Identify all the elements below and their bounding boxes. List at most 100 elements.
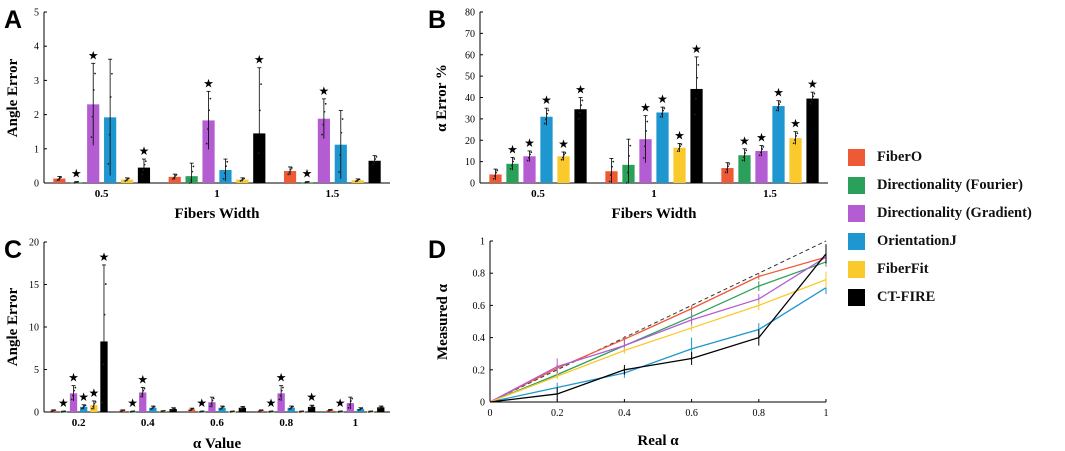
y-axis-label-d: Measured α xyxy=(435,283,451,360)
bar-fibero xyxy=(721,168,734,183)
panel-a: A 0 1 2 3 4 5 Angle Error Fibers Width 0.5 ★ ★ ★ 1 ★ ★ 1… xyxy=(4,6,390,222)
sample-point xyxy=(562,156,564,159)
sample-point xyxy=(222,177,225,180)
x-tick-label: 1.5 xyxy=(763,188,777,200)
bar-orientationj xyxy=(80,406,88,412)
bar-directionality-fourier xyxy=(738,155,751,183)
significance-star: ★ xyxy=(266,396,277,410)
significance-star: ★ xyxy=(756,131,767,145)
legend-item-orientationj: OrientationJ xyxy=(848,227,1063,255)
legend-label: FiberFit xyxy=(877,260,929,277)
sample-point xyxy=(271,410,274,413)
sample-point xyxy=(74,386,77,389)
bar-orientationj xyxy=(287,407,295,412)
sample-point xyxy=(260,83,262,86)
legend-item-fibero: FiberO xyxy=(848,143,1063,171)
sample-point xyxy=(492,177,495,180)
x-tick-label: 1 xyxy=(651,188,657,200)
sample-point xyxy=(745,149,748,152)
sample-point xyxy=(174,174,177,177)
sample-point xyxy=(371,410,374,413)
sample-point xyxy=(323,110,326,113)
sample-point xyxy=(759,151,762,154)
sample-point xyxy=(243,177,246,180)
sample-point xyxy=(141,173,144,176)
sample-point xyxy=(208,109,211,112)
sample-point xyxy=(280,389,283,392)
sample-point xyxy=(302,410,305,413)
sample-point xyxy=(777,106,779,109)
sample-point xyxy=(172,178,174,180)
y-axis-label-a: Angle Error xyxy=(5,58,21,137)
sample-point xyxy=(693,113,696,116)
series-line-fibero xyxy=(489,256,827,403)
bar-ct-fire xyxy=(169,409,177,412)
significance-star: ★ xyxy=(790,117,801,131)
x-axis-label-b: Fibers Width xyxy=(612,206,698,222)
y-tick-label: 10 xyxy=(29,323,39,334)
sample-point xyxy=(209,97,212,100)
sample-point xyxy=(109,96,112,98)
sample-point xyxy=(625,182,628,184)
series-line-directionality-fourier xyxy=(489,261,827,403)
legend-swatch xyxy=(848,148,865,166)
sample-point xyxy=(741,159,744,162)
sample-point xyxy=(330,408,333,411)
sample-point xyxy=(292,405,294,408)
legend-swatch xyxy=(848,232,865,250)
sample-point xyxy=(351,397,354,400)
sample-point xyxy=(629,144,632,147)
x-tick-label: 0.5 xyxy=(531,188,545,200)
y-tick-label: 0.8 xyxy=(473,269,486,280)
sample-point xyxy=(809,102,812,105)
sample-point xyxy=(282,386,284,389)
x-tick-label: 0.2 xyxy=(551,408,564,419)
sample-point xyxy=(103,313,106,316)
bar-directionality-gradient xyxy=(317,118,330,183)
sample-point xyxy=(175,173,178,176)
y-tick-label: 30 xyxy=(465,114,475,125)
panel-letter-b: B xyxy=(428,6,446,34)
sample-point xyxy=(513,158,516,160)
y-tick-label: 10 xyxy=(465,157,475,168)
significance-star: ★ xyxy=(139,144,150,158)
significance-star: ★ xyxy=(558,137,569,151)
significance-star: ★ xyxy=(691,42,702,56)
sample-point xyxy=(510,164,513,167)
x-tick-label: 0.8 xyxy=(753,408,766,419)
sample-point xyxy=(107,162,110,165)
significance-star: ★ xyxy=(88,386,99,400)
sample-point xyxy=(358,178,361,181)
sample-point xyxy=(91,407,93,410)
bar-orientationj xyxy=(656,112,669,183)
significance-star: ★ xyxy=(524,136,535,150)
x-tick-label: 0.5 xyxy=(95,188,109,200)
y-tick-label: 4 xyxy=(34,42,39,53)
legend-item-ct-fire: CT-FIRE xyxy=(848,283,1063,311)
sample-point xyxy=(643,145,646,148)
sample-point xyxy=(527,156,530,159)
sample-point xyxy=(724,171,727,174)
sample-point xyxy=(108,133,111,136)
sample-point xyxy=(174,407,176,409)
sample-point xyxy=(642,157,645,159)
sample-point xyxy=(102,363,105,366)
sample-point xyxy=(728,163,731,165)
y-tick-label: 20 xyxy=(29,238,39,249)
sample-point xyxy=(794,139,796,141)
sample-point xyxy=(512,160,514,163)
y-tick-label: 80 xyxy=(465,8,475,19)
sample-point xyxy=(240,179,243,181)
sample-point xyxy=(338,171,340,173)
bar-ct-fire xyxy=(307,406,316,412)
sample-point xyxy=(609,174,612,176)
sample-point xyxy=(188,182,191,184)
x-axis-label-d: Real α xyxy=(637,433,679,449)
sample-point xyxy=(646,120,649,123)
significance-star: ★ xyxy=(58,396,69,410)
sample-point xyxy=(153,405,156,408)
identity-reference-line xyxy=(489,240,827,403)
sample-point xyxy=(679,145,682,148)
sample-point xyxy=(381,405,384,408)
sample-point xyxy=(530,151,533,154)
